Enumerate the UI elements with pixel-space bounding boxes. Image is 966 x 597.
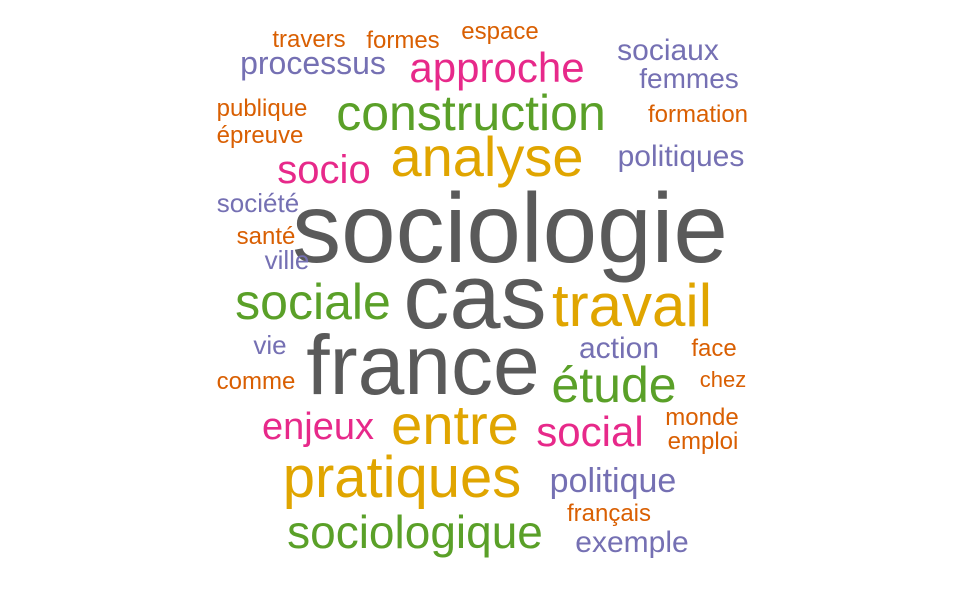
word-23: politique [549, 462, 677, 500]
word-10: sociologique [287, 506, 543, 558]
word-36: emploi [667, 428, 739, 455]
word-2: france [306, 318, 540, 412]
word-15: processus [240, 45, 386, 81]
word-22: action [578, 332, 660, 365]
word-3: travail [551, 272, 713, 339]
word-11: approche [409, 44, 585, 91]
word-31: santé [236, 223, 296, 250]
word-30: formation [647, 101, 749, 128]
word-7: construction [336, 85, 606, 141]
word-26: formes [366, 27, 440, 54]
word-18: politiques [617, 140, 745, 173]
word-6: pratiques [282, 445, 522, 510]
word-4: analyse [390, 125, 584, 188]
word-35: monde [665, 404, 739, 431]
word-37: français [566, 500, 652, 527]
word-34: comme [216, 368, 296, 395]
word-29: épreuve [216, 122, 304, 149]
word-16: sociaux [617, 34, 719, 67]
word-13: social [536, 408, 644, 455]
word-17: femmes [639, 63, 739, 94]
word-5: entre [391, 393, 519, 456]
word-8: sociale [235, 274, 391, 330]
word-20: ville [264, 245, 310, 275]
word-33: chez [699, 367, 747, 392]
word-21: vie [253, 330, 287, 360]
word-19: société [216, 188, 300, 218]
word-0: sociologie [292, 173, 728, 283]
word-28: publique [216, 95, 308, 122]
word-14: enjeux [262, 406, 374, 448]
word-12: socio [277, 148, 371, 192]
word-1: cas [403, 246, 547, 348]
word-32: face [691, 335, 737, 362]
word-9: étude [551, 357, 677, 413]
word-25: travers [272, 26, 346, 53]
word-24: exemple [575, 526, 689, 559]
word-27: espace [461, 18, 539, 45]
